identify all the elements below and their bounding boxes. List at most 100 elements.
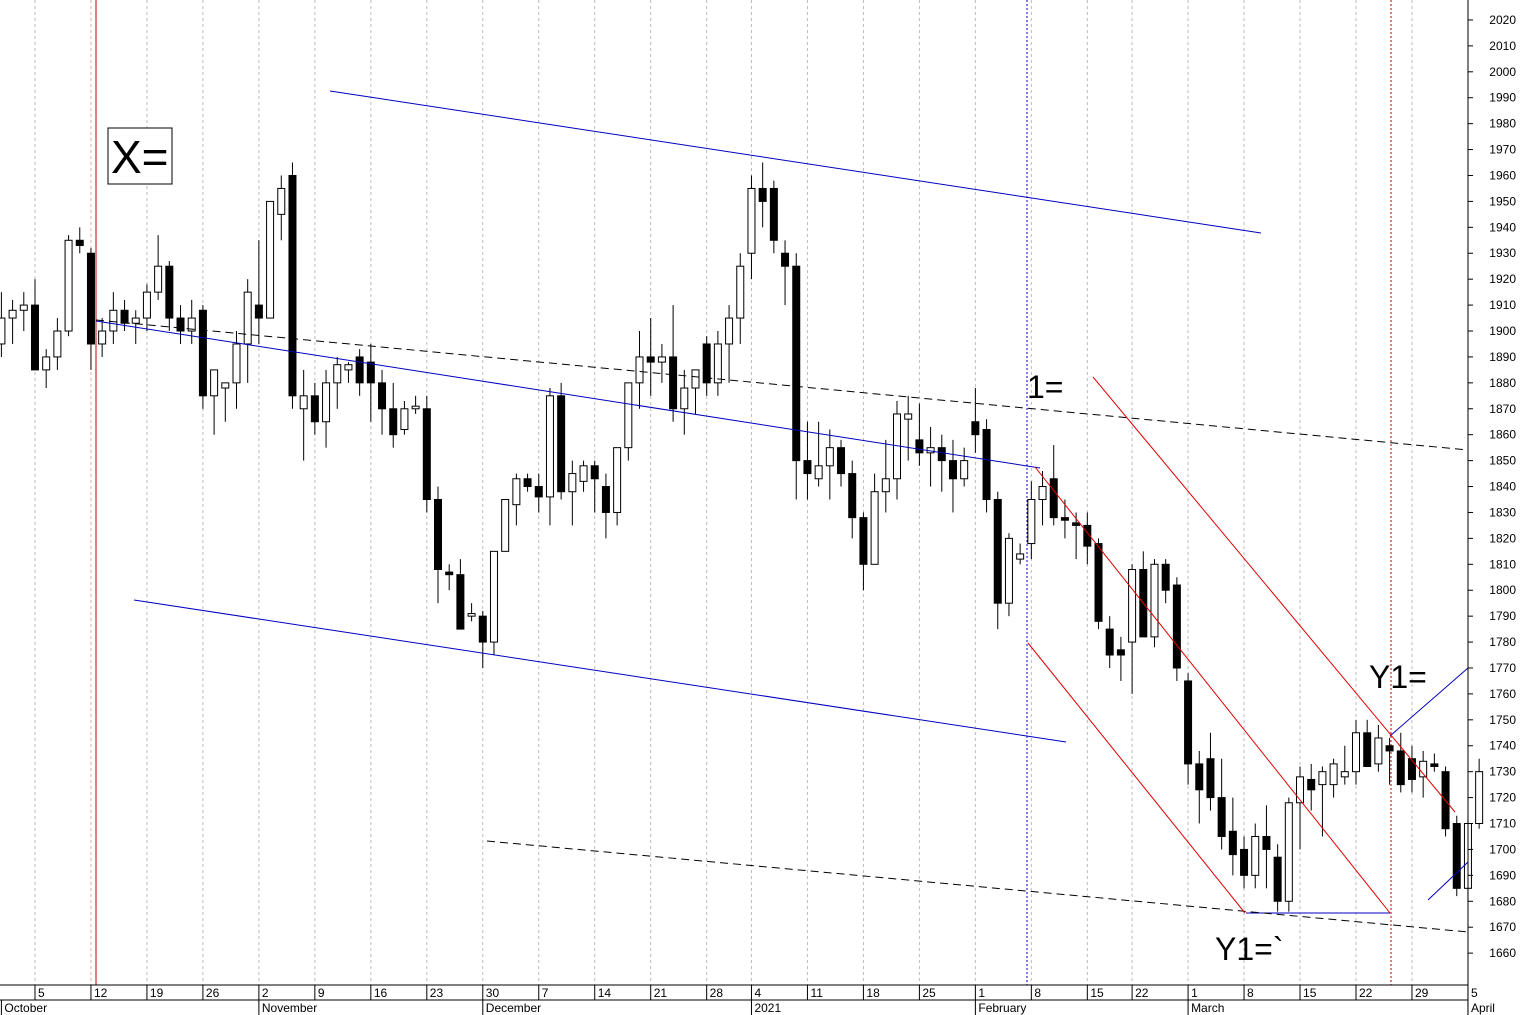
candle-body — [1016, 553, 1025, 560]
y-tick-label: 1740 — [1489, 739, 1516, 753]
candle-body — [1351, 732, 1360, 773]
candle-body — [142, 291, 151, 319]
y-tick-label: 1670 — [1489, 920, 1516, 934]
candle-body — [1150, 563, 1159, 638]
candle-body — [702, 343, 711, 384]
candle-body — [75, 239, 84, 246]
x-tick-label: 19 — [150, 986, 164, 1000]
candle-body — [422, 408, 431, 500]
candle-body — [725, 317, 734, 345]
candle-body — [1004, 537, 1013, 604]
annotation-box — [107, 127, 173, 185]
month-label: April — [1471, 1001, 1495, 1015]
y-tick-label: 1770 — [1489, 661, 1516, 675]
candle-body — [288, 174, 297, 397]
y-tick-label: 1910 — [1489, 298, 1516, 312]
y-tick-label: 1790 — [1489, 609, 1516, 623]
y-tick-label: 1900 — [1489, 324, 1516, 338]
y-tick-label: 1950 — [1489, 194, 1516, 208]
candle-body — [1128, 568, 1137, 643]
x-tick-label: 23 — [430, 986, 444, 1000]
y-tick-label: 1920 — [1489, 272, 1516, 286]
candle-body — [42, 356, 51, 371]
candle-body — [1262, 835, 1271, 850]
candle-body — [30, 304, 39, 371]
trend-line — [133, 599, 1067, 743]
candle-body — [165, 265, 174, 319]
trend-line — [1092, 376, 1456, 813]
candle-body — [434, 498, 443, 570]
annotation: X= — [111, 131, 169, 183]
candle-body — [848, 473, 857, 519]
y-tick-label: 1990 — [1489, 91, 1516, 105]
candle-body — [1027, 498, 1036, 545]
x-tick-label: 30 — [486, 986, 500, 1000]
x-tick-label: 1 — [978, 986, 985, 1000]
candle-body — [310, 395, 319, 423]
y-tick-label: 1870 — [1489, 402, 1516, 416]
candle-body — [1184, 680, 1193, 765]
y-tick-label: 1830 — [1489, 505, 1516, 519]
candle-body — [1385, 745, 1394, 752]
y-tick-label: 1750 — [1489, 713, 1516, 727]
candle-body — [299, 395, 308, 410]
candle-body — [333, 364, 342, 384]
candle-body — [769, 187, 778, 241]
candle-body — [1240, 848, 1249, 876]
candle-body — [781, 252, 790, 267]
candle-body — [1083, 524, 1092, 547]
candle-body — [1475, 771, 1484, 825]
y-tick-label: 1780 — [1489, 635, 1516, 649]
trend-line — [95, 320, 1041, 469]
y-tick-label: 1840 — [1489, 480, 1516, 494]
candle-body — [1284, 802, 1293, 902]
x-tick-label: 4 — [754, 986, 761, 1000]
candle-body — [210, 369, 219, 397]
candle-body — [221, 382, 230, 389]
candle-body — [814, 465, 823, 480]
candle-body — [1038, 486, 1047, 500]
candle-body — [1072, 522, 1081, 526]
candle-body — [187, 317, 196, 332]
x-tick-label: 14 — [598, 986, 612, 1000]
candle-body — [657, 356, 666, 363]
x-tick-label: 15 — [1303, 986, 1317, 1000]
trend-lines — [95, 90, 1469, 933]
candle-body — [568, 473, 577, 493]
candle-body — [1307, 778, 1316, 791]
x-tick-label: 25 — [922, 986, 936, 1000]
y-tick-label: 1700 — [1489, 842, 1516, 856]
candle-body — [1407, 758, 1416, 780]
y-tick-label: 1720 — [1489, 791, 1516, 805]
candle-body — [982, 429, 991, 500]
candle-body — [120, 309, 129, 324]
x-tick-label: 15 — [1090, 986, 1104, 1000]
x-tick-label: 5 — [1471, 986, 1478, 1000]
candle-body — [624, 382, 633, 449]
y-tick-label: 1860 — [1489, 428, 1516, 442]
y-tick-label: 1890 — [1489, 350, 1516, 364]
candle-body — [1340, 771, 1349, 778]
annotation: Y1=` — [1215, 931, 1283, 967]
candle-body — [635, 356, 644, 384]
candles — [0, 162, 1484, 912]
x-tick-label: 22 — [1135, 986, 1149, 1000]
month-label: October — [4, 1001, 47, 1015]
candle-body — [1329, 763, 1338, 786]
candle-body — [881, 478, 890, 493]
candle-body — [1452, 823, 1461, 889]
x-tick-label: 29 — [1415, 986, 1429, 1000]
x-tick-label: 12 — [94, 986, 108, 1000]
x-tick-label: 11 — [810, 986, 823, 1000]
candle-body — [53, 330, 62, 358]
candle-body — [1363, 732, 1372, 767]
trend-line — [1389, 667, 1469, 737]
candle-body — [1116, 649, 1125, 656]
candle-body — [1161, 563, 1170, 591]
y-tick-label: 1730 — [1489, 765, 1516, 779]
trend-line — [486, 840, 1469, 933]
x-tick-label: 22 — [1359, 986, 1373, 1000]
candle-body — [411, 405, 420, 410]
candle-body — [915, 439, 924, 454]
candle-body — [86, 252, 95, 345]
